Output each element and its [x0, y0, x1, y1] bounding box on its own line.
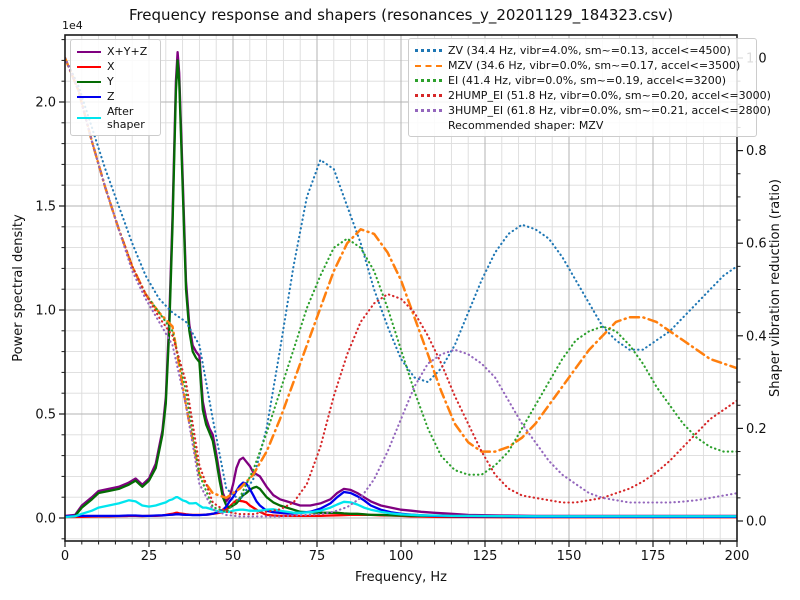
legend-entry: After shaper — [77, 104, 153, 132]
x-tick-label: 200 — [725, 549, 750, 564]
legend-entry: Recommended shaper: MZV — [448, 118, 749, 133]
shaper-mzv-line-sample — [415, 64, 442, 67]
series-z — [65, 481, 737, 518]
legend-label: MZV (34.6 Hz, vibr=0.0%, sm~=0.17, accel… — [448, 59, 741, 72]
y-left-tick-label: 1.0 — [35, 304, 56, 319]
y-axis-label-right: Shaper vibration reduction (ratio) — [768, 179, 783, 397]
shaper-ei-line-sample — [415, 79, 442, 82]
legend-entry: 2HUMP_EI (51.8 Hz, vibr=0.0%, sm~=0.20, … — [415, 88, 771, 103]
legend-label: Z — [107, 90, 115, 103]
shaper-2hump-ei-line-sample — [415, 94, 442, 97]
y-right-tick-label: 0.6 — [746, 237, 767, 252]
y-right-tick-label: 0.0 — [746, 515, 767, 530]
legend-entry: X — [77, 59, 153, 74]
y-right-tick-label: 0.4 — [746, 329, 767, 344]
legend-entry: X+Y+Z — [77, 44, 153, 59]
x-tick-label: 50 — [225, 549, 242, 564]
x-tick-label: 25 — [141, 549, 158, 564]
x-tick-label: 100 — [389, 549, 414, 564]
psd-x-y-z-line-sample — [77, 50, 101, 53]
shaper-zv-line-sample — [415, 49, 442, 52]
series-shaper-2hump-ei — [65, 56, 737, 516]
y-axis-label-left: Power spectral density — [11, 214, 26, 362]
legend-entry: EI (41.4 Hz, vibr=0.0%, sm~=0.19, accel<… — [415, 73, 749, 88]
legend-label: Recommended shaper: MZV — [448, 119, 604, 132]
legend-psd: X+Y+Z X Y Z After shaper — [70, 39, 161, 136]
legend-label: EI (41.4 Hz, vibr=0.0%, sm~=0.19, accel<… — [448, 74, 726, 87]
psd-x-line-sample — [77, 65, 101, 68]
psd-z-line-sample — [77, 95, 101, 98]
axis-ticks — [59, 39, 743, 547]
psd-curves — [65, 50, 737, 519]
y-left-tick-label: 0.0 — [35, 512, 56, 527]
legend-label: 2HUMP_EI (51.8 Hz, vibr=0.0%, sm~=0.20, … — [448, 89, 771, 102]
psd-y-line-sample — [77, 80, 101, 83]
psd-after-shaper-line-sample — [77, 117, 101, 119]
x-tick-label: 150 — [557, 549, 582, 564]
legend-entry: ZV (34.4 Hz, vibr=4.0%, sm~=0.13, accel<… — [415, 43, 749, 58]
x-tick-label: 0 — [61, 549, 69, 564]
chart-title: Frequency response and shapers (resonanc… — [129, 6, 673, 25]
legend-label: After shaper — [107, 105, 145, 131]
y-right-tick-label: 0.2 — [746, 422, 767, 437]
legend-label: X — [107, 60, 115, 73]
tick-labels: 0 25 50 75 100 125 150 175 200 0.0 0.5 1.0 1.5 2.0 0.0… — [35, 52, 766, 565]
shaper-curves — [65, 56, 737, 518]
legend-entry: Y — [77, 74, 153, 89]
series-shaper-zv — [65, 56, 737, 502]
legend-shapers: ZV (34.4 Hz, vibr=4.0%, sm~=0.13, accel<… — [408, 38, 771, 137]
legend-label: ZV (34.4 Hz, vibr=4.0%, sm~=0.13, accel<… — [448, 44, 731, 57]
legend-label: Y — [107, 75, 114, 88]
x-tick-label: 175 — [641, 549, 666, 564]
series-after-shaper — [65, 496, 737, 519]
x-tick-label: 125 — [473, 549, 498, 564]
y-left-tick-label: 1.5 — [35, 200, 56, 215]
x-axis-label: Frequency, Hz — [355, 570, 447, 585]
y-axis-offset-text: 1e4 — [62, 19, 83, 32]
legend-label: 3HUMP_EI (61.8 Hz, vibr=0.0%, sm~=0.21, … — [448, 104, 771, 117]
legend-entry: MZV (34.6 Hz, vibr=0.0%, sm~=0.17, accel… — [415, 58, 749, 73]
legend-entry: Z — [77, 89, 153, 104]
legend-label: X+Y+Z — [107, 45, 148, 58]
y-left-tick-label: 2.0 — [35, 96, 56, 111]
y-left-tick-label: 0.5 — [35, 408, 56, 423]
series-y — [65, 59, 737, 519]
y-right-tick-label: 0.8 — [746, 144, 767, 159]
shaper-3hump-ei-line-sample — [415, 109, 442, 112]
x-tick-label: 75 — [309, 549, 326, 564]
legend-entry: 3HUMP_EI (61.8 Hz, vibr=0.0%, sm~=0.21, … — [415, 103, 771, 118]
